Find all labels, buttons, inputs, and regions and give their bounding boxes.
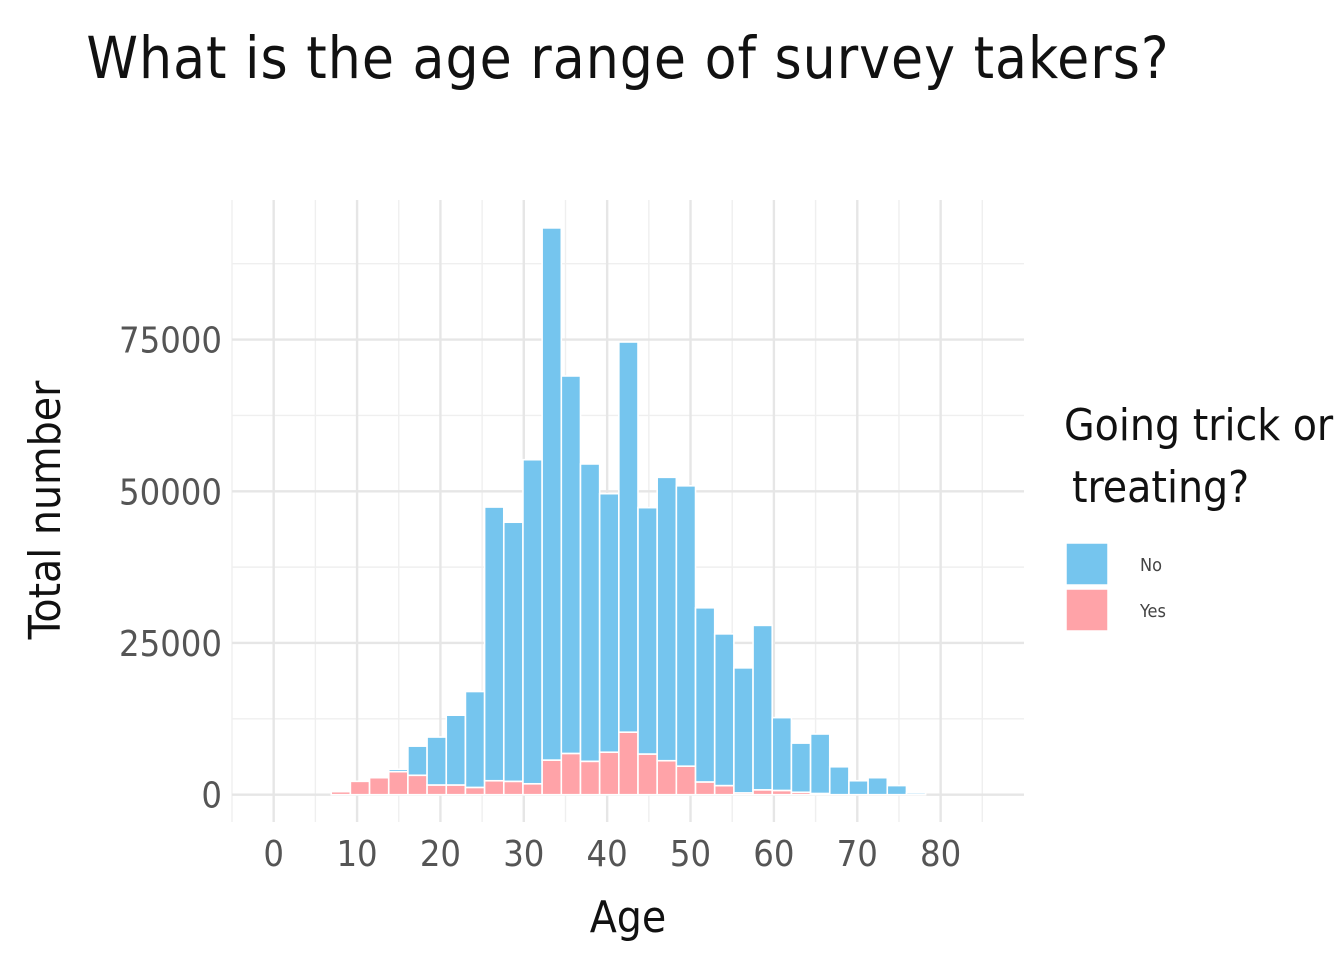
x-tick-label: 70 <box>837 834 878 875</box>
plot-area: 0 10 20 30 40 50 60 70 80 0 25000 50000 75000 <box>119 200 1024 875</box>
bar-no <box>694 606 716 783</box>
bar-yes <box>349 780 371 796</box>
legend-swatch-no <box>1065 542 1109 586</box>
bar-yes <box>407 774 428 796</box>
x-tick-label: 40 <box>587 834 628 875</box>
bar-no <box>675 485 697 767</box>
x-tick-label: 50 <box>670 834 711 875</box>
x-tick-label: 10 <box>336 834 377 875</box>
bar-yes <box>330 790 352 796</box>
bar-no <box>541 227 563 761</box>
bar-no <box>656 476 678 762</box>
y-axis-ticks: 0 25000 50000 75000 <box>119 321 222 817</box>
bar-no <box>502 521 524 783</box>
bar-no <box>522 458 543 785</box>
bar-yes <box>618 731 639 796</box>
bar-no <box>790 742 812 794</box>
bar-yes <box>502 780 524 796</box>
y-tick-label: 75000 <box>119 321 222 362</box>
legend-label-no: No <box>1140 555 1162 576</box>
legend-items: No Yes <box>1065 542 1166 632</box>
legend-title-line-2: treating? <box>1072 462 1249 513</box>
bar-yes <box>426 784 448 796</box>
x-tick-label: 30 <box>503 834 544 875</box>
bar-yes <box>656 759 678 796</box>
x-tick-label: 20 <box>420 834 461 875</box>
bar-yes <box>713 784 735 796</box>
legend-title-line-1: Going trick or <box>1064 400 1334 451</box>
bar-yes <box>464 786 486 796</box>
bar-yes <box>541 759 563 796</box>
legend-swatch-yes <box>1065 588 1109 632</box>
bar-yes <box>675 765 697 796</box>
bar-no <box>905 792 927 796</box>
x-tick-label: 0 <box>263 834 284 875</box>
x-tick-label: 80 <box>920 834 961 875</box>
bar-no <box>445 714 467 786</box>
legend-title: Going trick or treating? <box>1064 400 1334 513</box>
bar-no <box>598 492 620 754</box>
legend-label-yes: Yes <box>1139 601 1166 622</box>
y-tick-label: 0 <box>201 776 222 817</box>
bar-no <box>752 624 774 791</box>
bar-no <box>771 716 793 792</box>
bar-no <box>618 341 639 733</box>
bar-no <box>809 733 831 795</box>
bar-yes <box>368 776 390 796</box>
bar-no <box>407 745 428 777</box>
bar-no <box>886 784 908 796</box>
bar-no <box>713 633 735 787</box>
bar-yes <box>560 752 582 796</box>
bar-no <box>560 375 582 755</box>
bar-yes <box>579 760 601 796</box>
bar-yes <box>483 779 505 796</box>
bar-yes <box>445 784 467 796</box>
bar-no <box>867 776 889 796</box>
bar-no <box>464 690 486 789</box>
bar-no <box>387 768 409 773</box>
y-tick-label: 25000 <box>119 624 222 665</box>
chart-title: What is the age range of survey takers? <box>86 24 1169 92</box>
legend: Going trick or treating? No Yes <box>1064 400 1334 632</box>
bar-no <box>579 463 601 763</box>
bars <box>330 227 927 796</box>
bar-yes <box>694 781 716 796</box>
y-axis-title: Total number <box>20 380 71 640</box>
bar-yes <box>387 770 409 796</box>
bar-no <box>483 506 505 782</box>
x-axis-title: Age <box>590 892 667 943</box>
x-axis-ticks: 0 10 20 30 40 50 60 70 80 <box>263 834 961 875</box>
bar-yes <box>522 782 543 796</box>
bar-no <box>828 765 850 796</box>
bar-no <box>848 779 869 796</box>
bar-no <box>637 506 658 755</box>
bar-yes <box>598 751 620 796</box>
y-tick-label: 50000 <box>119 472 222 513</box>
bar-no <box>426 736 448 786</box>
x-tick-label: 60 <box>753 834 794 875</box>
bar-no <box>733 667 754 794</box>
bar-yes <box>637 753 658 796</box>
